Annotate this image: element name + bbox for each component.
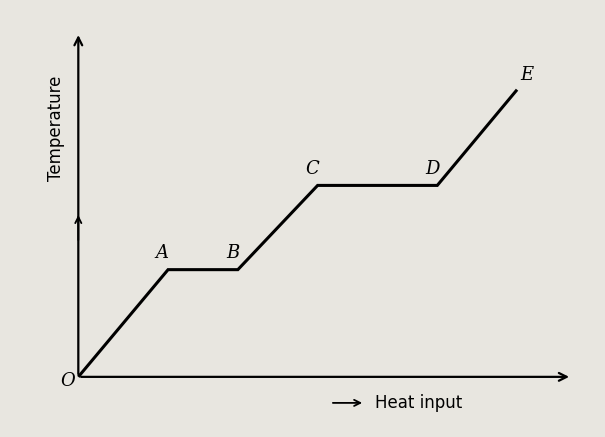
- Text: Temperature: Temperature: [47, 75, 65, 180]
- Text: B: B: [226, 244, 240, 262]
- Text: A: A: [155, 244, 169, 262]
- Text: Heat input: Heat input: [375, 394, 462, 412]
- Text: D: D: [425, 160, 439, 178]
- Text: C: C: [306, 160, 319, 178]
- Text: O: O: [60, 372, 75, 390]
- Text: E: E: [520, 66, 534, 84]
